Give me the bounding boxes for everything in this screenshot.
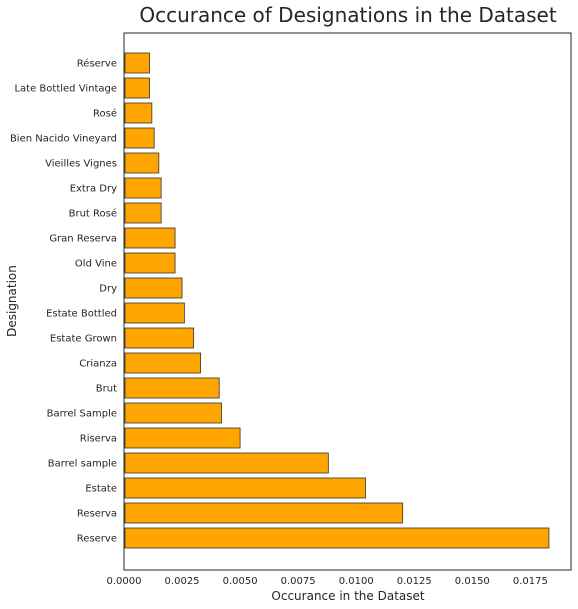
x-tick-label: 0.0075 xyxy=(281,576,316,587)
y-tick-label: Reserve xyxy=(77,534,117,545)
x-tick-labels: 0.0000 0.0025 0.0050 0.0075 0.0100 0.0125 0.01… xyxy=(107,576,548,587)
y-tick-label: Late Bottled Vintage xyxy=(14,84,117,95)
x-tick-label: 0.0050 xyxy=(223,576,258,587)
x-tick-label: 0.0150 xyxy=(455,576,490,587)
bar xyxy=(125,203,161,223)
x-tick-label: 0.0125 xyxy=(397,576,432,587)
y-tick-label: Reserva xyxy=(77,509,117,520)
bar xyxy=(125,428,240,448)
bar xyxy=(125,353,201,373)
y-tick-label: Estate Grown xyxy=(50,334,117,345)
chart-title: Occurance of Designations in the Dataset xyxy=(139,3,557,27)
bar xyxy=(125,453,328,473)
y-tick-labels: Reserve Reserva Estate Barrel sample Riserva… xyxy=(10,58,117,545)
bar xyxy=(125,403,222,423)
x-tick-label: 0.0175 xyxy=(513,576,548,587)
bar xyxy=(125,178,161,198)
y-tick-label: Vieilles Vignes xyxy=(45,159,117,170)
y-tick-label: Gran Reserva xyxy=(49,234,117,245)
x-tick-label: 0.0025 xyxy=(165,576,200,587)
y-tick-label: Dry xyxy=(99,284,117,295)
bar xyxy=(125,378,219,398)
y-tick-label: Barrel sample xyxy=(48,459,117,470)
bar xyxy=(125,103,152,123)
y-tick-label: Réserve xyxy=(77,58,117,70)
y-tick-label: Barrel Sample xyxy=(47,409,117,420)
bar xyxy=(125,53,150,73)
bar xyxy=(125,128,154,148)
y-tick-label: Rosé xyxy=(93,108,117,120)
bar xyxy=(125,78,150,98)
y-tick-label: Estate xyxy=(85,484,117,495)
y-tick-label: Crianza xyxy=(79,359,117,370)
bar xyxy=(125,153,159,173)
bar xyxy=(125,328,194,348)
bar xyxy=(125,503,403,523)
y-tick-label: Bien Nacido Vineyard xyxy=(10,134,117,145)
x-tick-label: 0.0000 xyxy=(107,576,142,587)
y-tick-label: Estate Bottled xyxy=(46,309,117,320)
bar xyxy=(125,528,549,548)
x-tick-label: 0.0100 xyxy=(339,576,374,587)
y-tick-label: Brut Rosé xyxy=(69,208,117,220)
bar xyxy=(125,278,182,298)
bar xyxy=(125,228,175,248)
x-axis-title: Occurance in the Dataset xyxy=(271,589,424,603)
y-tick-label: Brut xyxy=(96,384,117,395)
y-tick-label: Old Vine xyxy=(75,259,117,270)
y-tick-label: Extra Dry xyxy=(70,184,117,195)
y-tick-label: Riserva xyxy=(80,434,117,445)
bar xyxy=(125,303,184,323)
y-axis-title: Designation xyxy=(5,265,19,337)
bar xyxy=(125,478,365,498)
bar xyxy=(125,253,175,273)
